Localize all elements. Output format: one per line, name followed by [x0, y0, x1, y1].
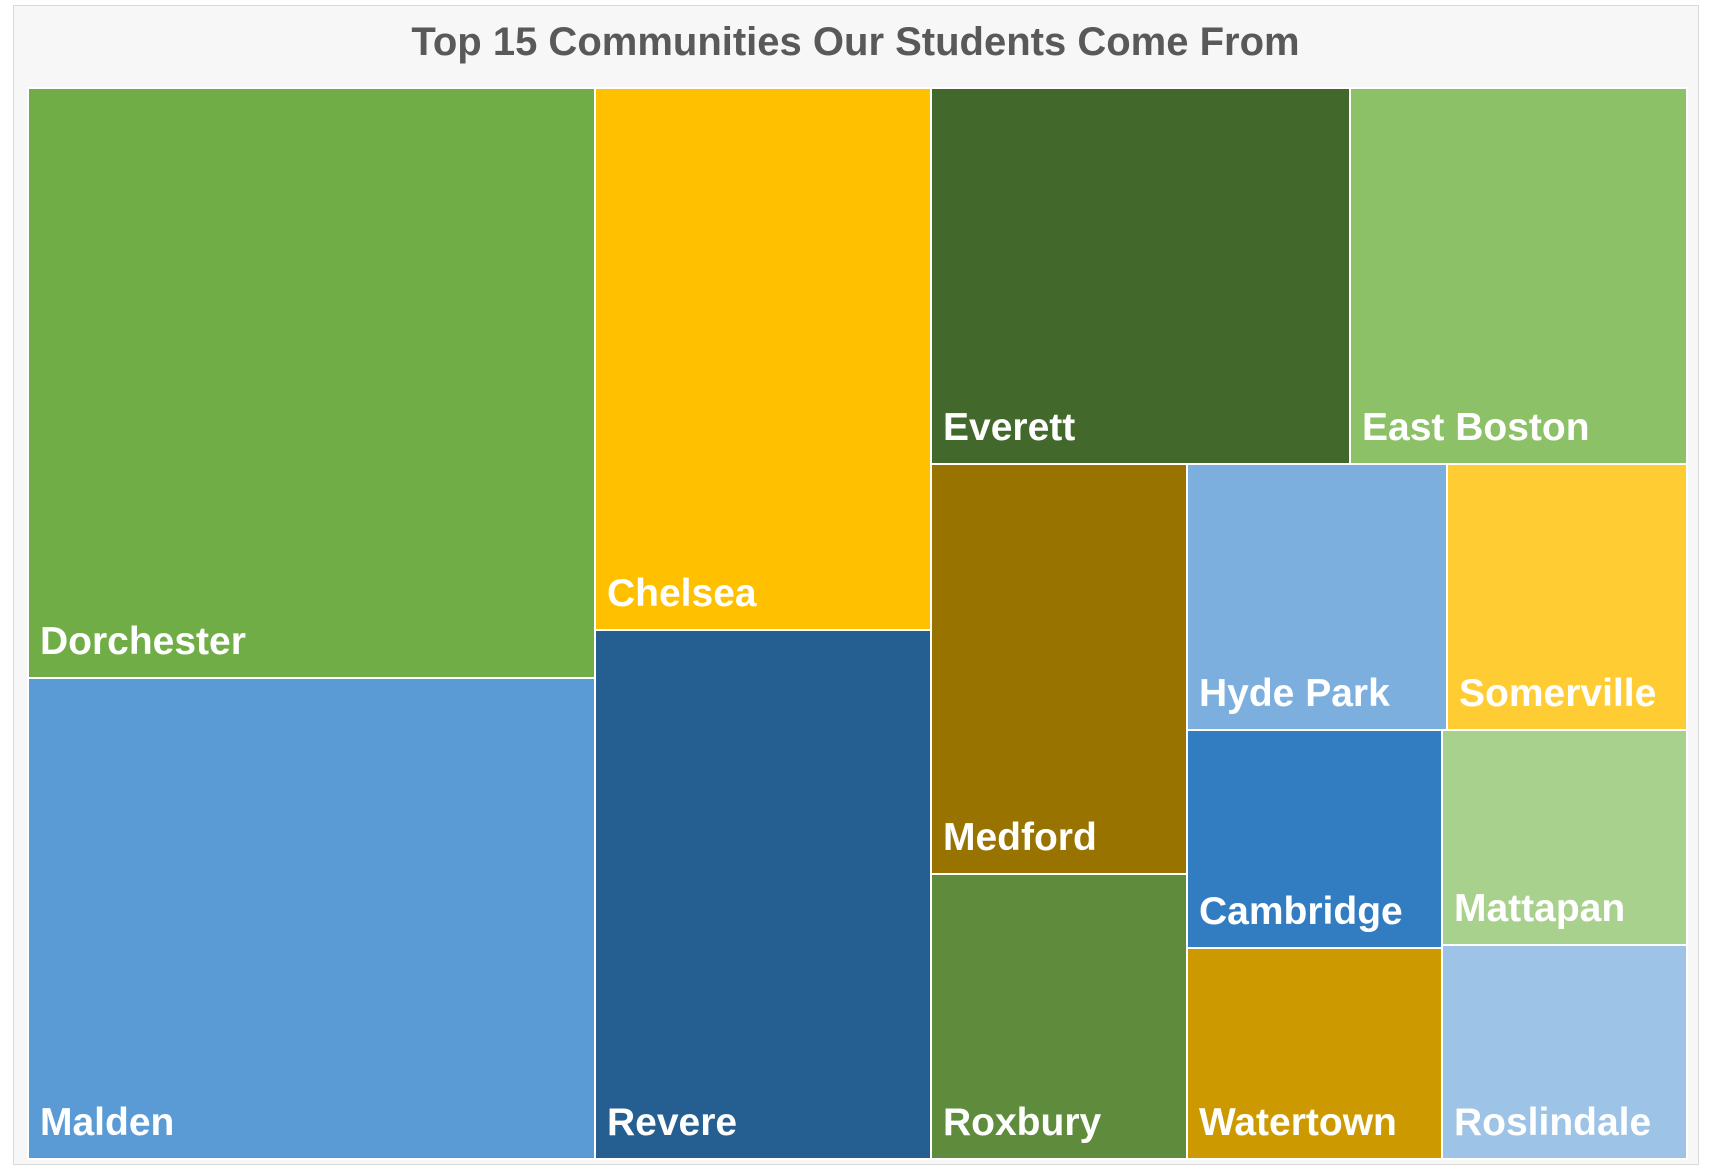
- tile-label-dorchester: Dorchester: [40, 620, 246, 663]
- tile-cambridge: [1186, 729, 1443, 949]
- tile-label-chelsea: Chelsea: [607, 572, 757, 615]
- tile-roslindale: [1441, 944, 1688, 1160]
- tile-chelsea: [594, 87, 932, 631]
- tile-label-east-boston: East Boston: [1362, 406, 1590, 449]
- tile-label-hyde-park: Hyde Park: [1199, 672, 1390, 715]
- tile-roxbury: [930, 873, 1188, 1160]
- tile-mattapan: [1441, 729, 1688, 946]
- tile-label-mattapan: Mattapan: [1454, 887, 1625, 930]
- tile-label-somerville: Somerville: [1459, 672, 1656, 715]
- tile-watertown: [1186, 947, 1443, 1160]
- tile-label-medford: Medford: [943, 816, 1097, 859]
- tile-medford: [930, 463, 1188, 875]
- tile-revere: [594, 629, 932, 1160]
- tile-label-roslindale: Roslindale: [1454, 1101, 1651, 1144]
- tile-dorchester: [27, 87, 596, 679]
- tile-malden: [27, 677, 596, 1160]
- tile-label-cambridge: Cambridge: [1199, 890, 1403, 933]
- tile-everett: [930, 87, 1351, 465]
- tile-label-everett: Everett: [943, 406, 1075, 449]
- tile-label-watertown: Watertown: [1199, 1101, 1397, 1144]
- chart-title: Top 15 Communities Our Students Come Fro…: [411, 20, 1300, 64]
- tile-label-roxbury: Roxbury: [943, 1101, 1102, 1144]
- tile-label-revere: Revere: [607, 1101, 737, 1144]
- tile-label-malden: Malden: [40, 1101, 174, 1144]
- tile-east-boston: [1349, 87, 1688, 465]
